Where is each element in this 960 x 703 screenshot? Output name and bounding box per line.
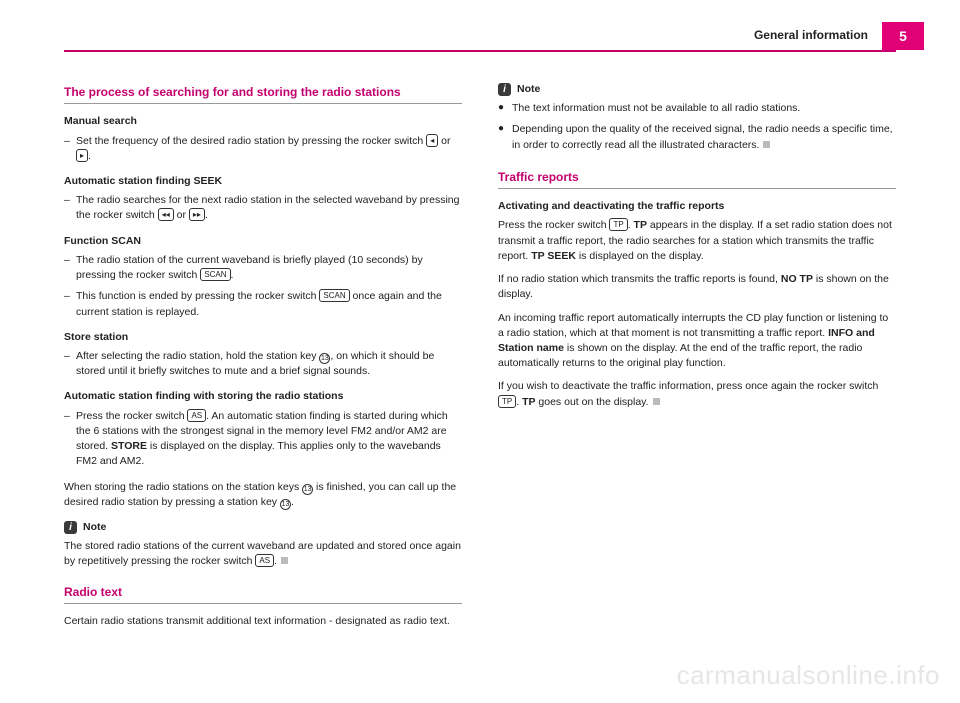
text: If you wish to deactivate the traffic in…	[498, 380, 878, 392]
as-key-icon: AS	[255, 554, 274, 567]
dash-icon: –	[64, 134, 76, 164]
paragraph: If you wish to deactivate the traffic in…	[498, 379, 896, 409]
subhead-manual: Manual search	[64, 114, 462, 129]
list-item: ● Depending upon the quality of the rece…	[498, 122, 896, 152]
scan-key-icon: SCAN	[200, 268, 230, 281]
dash-icon: –	[64, 409, 76, 470]
subhead-seek: Automatic station finding SEEK	[64, 174, 462, 189]
section-heading-search: The process of searching for and storing…	[64, 84, 462, 104]
note-heading: i Note	[498, 82, 896, 97]
text-bold: TP SEEK	[531, 250, 576, 262]
as-key-icon: AS	[187, 409, 206, 422]
list-item: – The radio searches for the next radio …	[64, 193, 462, 223]
page: General information 5 The process of sea…	[0, 0, 960, 703]
paragraph: Press the rocker switch TP. TP appears i…	[498, 218, 896, 264]
text: .	[88, 150, 91, 162]
section-heading-radiotext: Radio text	[64, 584, 462, 604]
list-item: – The radio station of the current waveb…	[64, 253, 462, 283]
text: Set the frequency of the desired radio s…	[76, 135, 426, 147]
header-rule	[64, 50, 896, 52]
rewind-key-icon: ◂◂	[158, 208, 174, 221]
subhead-traffic: Activating and deactivating the traffic …	[498, 199, 896, 214]
right-key-icon: ▸	[76, 149, 88, 162]
list-text: Depending upon the quality of the receiv…	[512, 122, 896, 152]
text-bold: TP	[634, 219, 647, 231]
info-icon: i	[64, 521, 77, 534]
note-label: Note	[517, 82, 540, 97]
text: or	[174, 209, 189, 221]
text: Depending upon the quality of the receiv…	[512, 123, 893, 150]
list-text: Press the rocker switch AS. An automatic…	[76, 409, 462, 470]
end-mark-icon	[763, 141, 770, 148]
station-key-icon: 13	[319, 353, 330, 364]
subhead-auto: Automatic station finding with storing t…	[64, 389, 462, 404]
text: When storing the radio stations on the s…	[64, 481, 302, 493]
text: .	[231, 269, 234, 281]
text: Press the rocker switch	[498, 219, 609, 231]
text: .	[205, 209, 208, 221]
list-text: The radio searches for the next radio st…	[76, 193, 462, 223]
text: .	[291, 496, 294, 508]
list-item: – After selecting the radio station, hol…	[64, 349, 462, 379]
page-number: 5	[882, 22, 924, 50]
list-text: Set the frequency of the desired radio s…	[76, 134, 462, 164]
forward-key-icon: ▸▸	[189, 208, 205, 221]
subhead-store: Store station	[64, 330, 462, 345]
station-key-icon: 13	[302, 484, 313, 495]
dash-icon: –	[64, 289, 76, 319]
note-heading: i Note	[64, 520, 462, 535]
end-mark-icon	[281, 557, 288, 564]
text: .	[274, 555, 277, 567]
chapter-title: General information	[754, 28, 868, 42]
note-text: The stored radio stations of the current…	[64, 539, 462, 569]
list-item: ● The text information must not be avail…	[498, 101, 896, 116]
text-bold: TP	[522, 396, 535, 408]
text-bold: STORE	[111, 440, 147, 452]
tp-key-icon: TP	[609, 218, 627, 231]
text: goes out on the display.	[536, 396, 649, 408]
watermark: carmanualsonline.info	[677, 660, 940, 691]
list-text: The radio station of the current waveban…	[76, 253, 462, 283]
paragraph: An incoming traffic report automatically…	[498, 311, 896, 372]
left-column: The process of searching for and storing…	[64, 82, 462, 637]
text-bold: NO TP	[781, 273, 813, 285]
subhead-scan: Function SCAN	[64, 234, 462, 249]
note-label: Note	[83, 520, 106, 535]
end-mark-icon	[653, 398, 660, 405]
station-key-icon: 13	[280, 499, 291, 510]
bullet-icon: ●	[498, 101, 512, 116]
list-text: The text information must not be availab…	[512, 101, 896, 116]
text: is displayed on the display.	[576, 250, 704, 262]
paragraph: If no radio station which transmits the …	[498, 272, 896, 302]
list-text: After selecting the radio station, hold …	[76, 349, 462, 379]
left-key-icon: ◂	[426, 134, 438, 147]
dash-icon: –	[64, 349, 76, 379]
text: The radio searches for the next radio st…	[76, 194, 459, 221]
tp-key-icon: TP	[498, 395, 516, 408]
list-item: – Set the frequency of the desired radio…	[64, 134, 462, 164]
text: If no radio station which transmits the …	[498, 273, 781, 285]
list-item: – This function is ended by pressing the…	[64, 289, 462, 319]
text: This function is ended by pressing the r…	[76, 290, 319, 302]
content-columns: The process of searching for and storing…	[64, 82, 896, 637]
dash-icon: –	[64, 193, 76, 223]
paragraph: When storing the radio stations on the s…	[64, 480, 462, 510]
dash-icon: –	[64, 253, 76, 283]
right-column: i Note ● The text information must not b…	[498, 82, 896, 637]
list-text: This function is ended by pressing the r…	[76, 289, 462, 319]
section-heading-traffic: Traffic reports	[498, 169, 896, 189]
info-icon: i	[498, 83, 511, 96]
bullet-icon: ●	[498, 122, 512, 152]
text: or	[438, 135, 450, 147]
text: Press the rocker switch	[76, 410, 187, 422]
text: The radio station of the current waveban…	[76, 254, 423, 281]
paragraph: Certain radio stations transmit addition…	[64, 614, 462, 629]
scan-key-icon: SCAN	[319, 289, 349, 302]
list-item: – Press the rocker switch AS. An automat…	[64, 409, 462, 470]
text: After selecting the radio station, hold …	[76, 350, 319, 362]
